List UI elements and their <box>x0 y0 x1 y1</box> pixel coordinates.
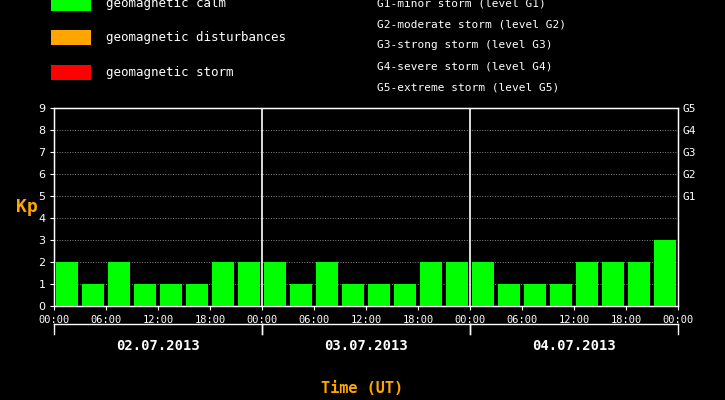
Bar <box>134 284 157 306</box>
Text: G2-moderate storm (level G2): G2-moderate storm (level G2) <box>377 19 566 29</box>
Text: G5-extreme storm (level G5): G5-extreme storm (level G5) <box>377 82 559 92</box>
Bar <box>108 262 130 306</box>
Bar <box>186 284 208 306</box>
Bar <box>239 262 260 306</box>
Bar <box>446 262 468 306</box>
Bar <box>290 284 312 306</box>
Bar <box>498 284 520 306</box>
Bar <box>51 65 91 80</box>
Bar <box>342 284 364 306</box>
Bar <box>628 262 650 306</box>
Bar <box>550 284 572 306</box>
Text: G3-strong storm (level G3): G3-strong storm (level G3) <box>377 40 552 50</box>
Bar <box>602 262 624 306</box>
Text: Time (UT): Time (UT) <box>321 381 404 396</box>
Bar <box>83 284 104 306</box>
Bar <box>420 262 442 306</box>
Text: geomagnetic disturbances: geomagnetic disturbances <box>91 31 286 44</box>
Text: G4-severe storm (level G4): G4-severe storm (level G4) <box>377 62 552 72</box>
Bar <box>212 262 234 306</box>
Y-axis label: Kp: Kp <box>16 198 38 216</box>
Bar <box>160 284 182 306</box>
Bar <box>316 262 338 306</box>
Text: 03.07.2013: 03.07.2013 <box>324 339 408 353</box>
Text: 04.07.2013: 04.07.2013 <box>532 339 616 353</box>
Text: geomagnetic calm: geomagnetic calm <box>91 0 225 10</box>
Bar <box>394 284 416 306</box>
Bar <box>524 284 546 306</box>
Bar <box>368 284 390 306</box>
Bar <box>57 262 78 306</box>
Bar <box>576 262 598 306</box>
Bar <box>472 262 494 306</box>
Bar <box>654 240 676 306</box>
Text: G1-minor storm (level G1): G1-minor storm (level G1) <box>377 0 546 8</box>
Bar <box>51 0 91 11</box>
Bar <box>264 262 286 306</box>
Bar <box>51 30 91 45</box>
Text: 02.07.2013: 02.07.2013 <box>117 339 200 353</box>
Text: geomagnetic storm: geomagnetic storm <box>91 66 233 79</box>
